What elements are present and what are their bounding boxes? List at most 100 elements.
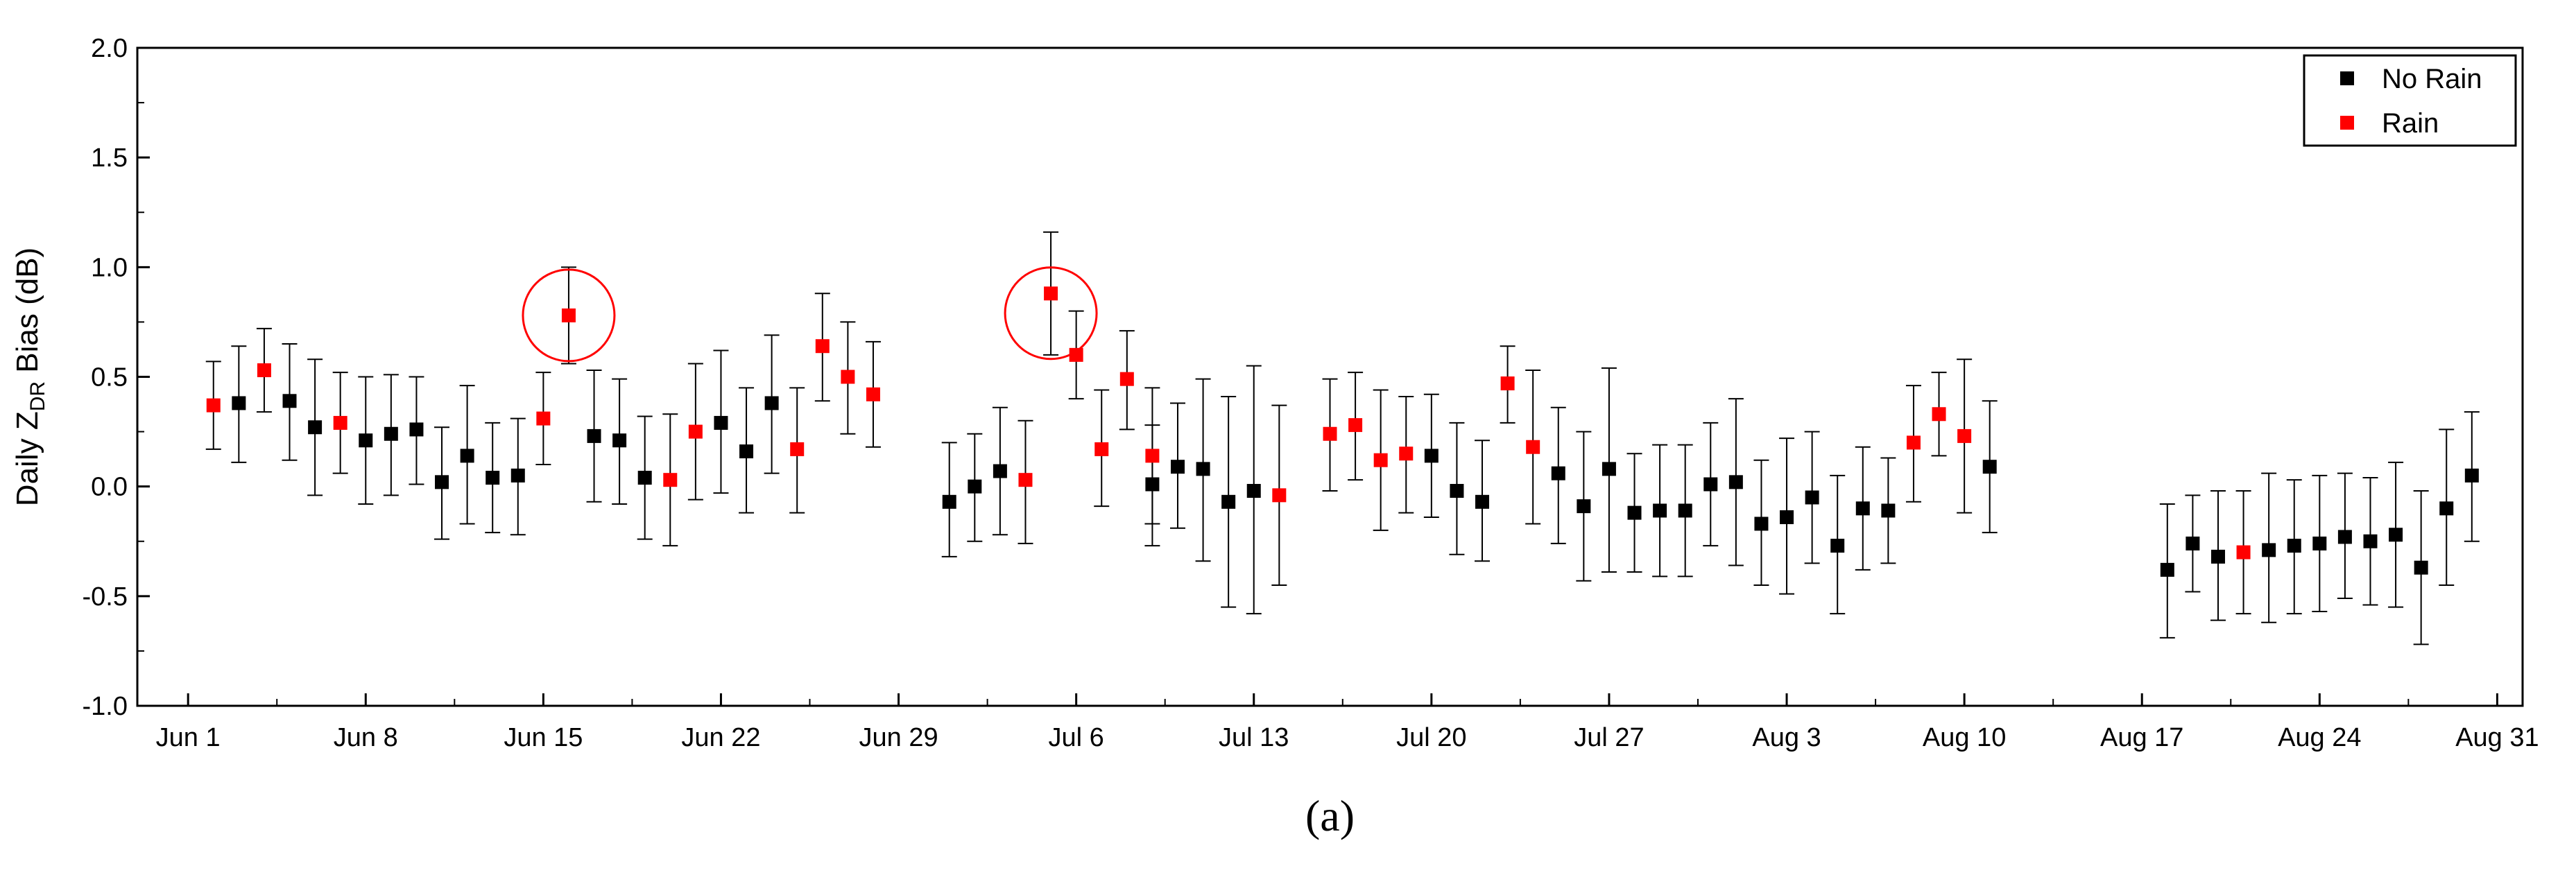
data-markers (206, 286, 2479, 577)
x-tick-label: Jun 22 (681, 723, 760, 752)
y-tick-label: 2.0 (91, 34, 128, 63)
marker-no-rain (1475, 494, 1490, 509)
marker-no-rain (2287, 539, 2301, 553)
x-tick-label: Aug 17 (2100, 723, 2183, 752)
x-tick-label: Jun 29 (859, 723, 938, 752)
marker-no-rain (1703, 477, 1718, 492)
x-tick-label: Aug 3 (1752, 723, 1821, 752)
error-bars (205, 231, 2480, 645)
marker-no-rain (2262, 543, 2276, 557)
marker-rain (1145, 449, 1160, 463)
marker-no-rain (1754, 517, 1769, 531)
y-tick-label: 1.5 (91, 144, 128, 173)
x-tick-label: Jul 20 (1396, 723, 1466, 752)
marker-no-rain (1830, 539, 1845, 553)
panel-label: (a) (1305, 791, 1355, 840)
marker-no-rain (1246, 483, 1261, 498)
marker-no-rain (2312, 536, 2327, 550)
marker-no-rain (2363, 534, 2378, 548)
marker-rain (1373, 453, 1388, 467)
legend: No Rain Rain (2303, 54, 2517, 147)
marker-rain (561, 308, 576, 322)
legend-swatch-no-rain (2340, 71, 2354, 85)
highlight-circle (1004, 266, 1098, 361)
marker-no-rain (308, 420, 323, 435)
marker-no-rain (1577, 499, 1591, 514)
legend-label-rain: Rain (2382, 108, 2439, 139)
marker-no-rain (612, 433, 627, 448)
marker-rain (1094, 442, 1109, 456)
x-tick-label: Aug 10 (1923, 723, 2006, 752)
y-tick-label: -0.5 (83, 582, 128, 612)
marker-no-rain (2414, 560, 2428, 575)
x-tick-label: Jun 8 (334, 723, 398, 752)
marker-no-rain (435, 475, 449, 489)
marker-rain (1272, 488, 1287, 503)
marker-no-rain (1602, 462, 1616, 476)
marker-no-rain (1982, 460, 1997, 474)
marker-no-rain (1221, 494, 1236, 509)
marker-rain (1906, 435, 1921, 450)
marker-no-rain (739, 444, 754, 459)
marker-no-rain (409, 422, 424, 437)
marker-no-rain (1780, 510, 1794, 524)
y-axis-title: Daily ZDR Bias (dB) (10, 248, 49, 506)
marker-no-rain (1450, 483, 1464, 498)
legend-box (2303, 54, 2517, 147)
marker-rain (866, 387, 880, 401)
marker-no-rain (942, 494, 956, 509)
marker-rain (1044, 286, 1058, 301)
marker-rain (1018, 473, 1033, 487)
x-tick-label: Jun 15 (504, 723, 583, 752)
marker-no-rain (2186, 536, 2200, 550)
marker-rain (1526, 440, 1540, 454)
y-tick-label: 0.5 (91, 363, 128, 392)
marker-rain (1932, 407, 1946, 422)
y-tick-label: -1.0 (83, 692, 128, 721)
marker-no-rain (1170, 460, 1185, 474)
x-tick-label: Jun 1 (156, 723, 221, 752)
marker-no-rain (2464, 468, 2479, 483)
x-tick-label: Jul 6 (1049, 723, 1104, 752)
marker-rain (790, 442, 805, 456)
marker-rain (257, 363, 271, 378)
marker-no-rain (384, 426, 398, 441)
marker-no-rain (1424, 449, 1439, 463)
marker-no-rain (1881, 503, 1896, 518)
marker-rain (1500, 376, 1515, 390)
marker-no-rain (2439, 501, 2454, 516)
axis-ticks: -1.0 -0.5 0.0 0.5 1.0 1.5 2.0 Jun 1 Jun 8 Jun 15 J… (83, 34, 2539, 752)
marker-rain (1348, 418, 1363, 433)
marker-no-rain (714, 415, 728, 430)
marker-no-rain (1627, 505, 1642, 520)
y-tick-label: 0.0 (91, 473, 128, 502)
marker-no-rain (1805, 490, 1819, 505)
marker-no-rain (2160, 562, 2174, 577)
x-tick-label: Aug 31 (2455, 723, 2539, 752)
marker-rain (1957, 428, 1972, 443)
marker-no-rain (282, 394, 297, 408)
marker-no-rain (460, 449, 474, 463)
x-tick-label: Jul 13 (1219, 723, 1289, 752)
marker-rain (815, 339, 830, 354)
marker-rain (333, 415, 347, 430)
x-tick-label: Aug 24 (2278, 723, 2361, 752)
marker-rain (688, 424, 703, 439)
marker-no-rain (486, 471, 500, 485)
highlight-circle (522, 268, 616, 363)
marker-rain (2236, 545, 2251, 560)
marker-rain (1399, 446, 1414, 461)
marker-no-rain (1145, 477, 1160, 492)
marker-no-rain (1728, 475, 1743, 489)
marker-no-rain (1551, 466, 1565, 480)
marker-rain (1119, 372, 1134, 386)
marker-rain (1069, 347, 1083, 362)
annotations (522, 266, 1098, 363)
marker-no-rain (1653, 503, 1667, 518)
marker-no-rain (1678, 503, 1692, 518)
marker-no-rain (510, 468, 525, 483)
marker-no-rain (2210, 549, 2225, 564)
legend-label-no-rain: No Rain (2382, 64, 2482, 94)
marker-rain (206, 398, 221, 413)
